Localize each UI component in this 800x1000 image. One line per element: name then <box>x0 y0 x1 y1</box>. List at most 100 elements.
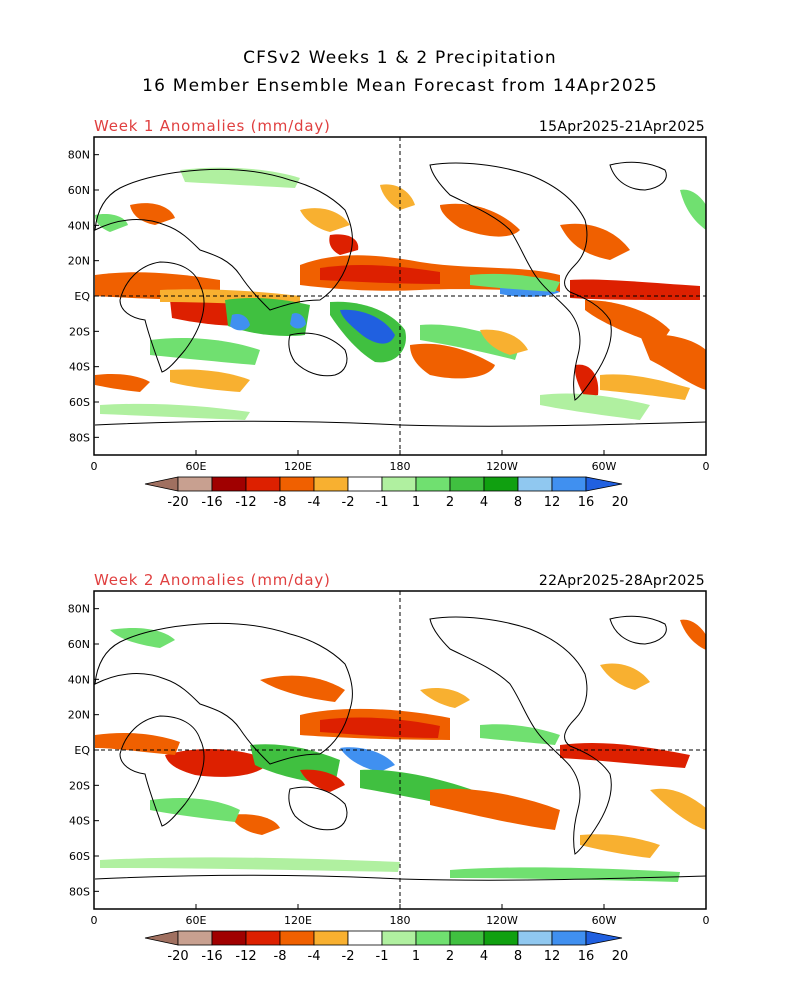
colorbar-label: 20 <box>612 495 629 510</box>
lon-tick-label: 60W <box>592 460 617 473</box>
lat-tick-label: 80N <box>68 603 90 616</box>
map-panel-2: 80N 60N 40N 20N EQ 20S 40S 60S 80S 0 60E 120E 180 12… <box>68 590 710 927</box>
colorbar-arrow-right <box>585 476 623 492</box>
colorbar-label: 2 <box>446 495 454 510</box>
colorbar-label: 8 <box>514 495 522 510</box>
colorbar-swatch <box>313 930 349 946</box>
colorbar-swatch <box>381 930 417 946</box>
colorbar-label: 20 <box>612 949 629 964</box>
colorbar-label: -12 <box>235 949 256 964</box>
colorbar-label: -8 <box>274 495 287 510</box>
colorbar-swatch <box>551 930 587 946</box>
colorbar-1: -20 -16 -12 -8 -4 -2 -1 1 2 4 8 12 16 20 <box>144 476 629 510</box>
lat-tick-label: 20S <box>69 325 90 338</box>
lat-tick-label: EQ <box>74 744 90 757</box>
colorbar-label: 4 <box>480 495 488 510</box>
lon-tick-label: 120W <box>486 914 518 927</box>
panel-2-label: Week 2 Anomalies (mm/day) <box>94 571 331 589</box>
colorbar-label: -1 <box>376 949 389 964</box>
colorbar-swatch <box>177 930 213 946</box>
colorbar-swatch <box>449 476 485 492</box>
title-line-1: CFSv2 Weeks 1 & 2 Precipitation <box>243 48 557 68</box>
lat-tick-label: 80S <box>69 885 90 898</box>
colorbar-swatch <box>415 930 451 946</box>
lon-tick-label: 60E <box>186 460 207 473</box>
colorbar-swatch <box>415 476 451 492</box>
colorbar-swatch <box>483 476 519 492</box>
lat-tick-label: EQ <box>74 290 90 303</box>
lon-tick-label: 120W <box>486 460 518 473</box>
colorbar-swatch <box>211 930 247 946</box>
lat-axis-2: 80N 60N 40N 20N EQ 20S 40S 60S 80S <box>68 603 99 898</box>
colorbar-label: -20 <box>167 949 188 964</box>
colorbar-swatch <box>279 930 315 946</box>
colorbar-label: -8 <box>274 949 287 964</box>
lat-tick-label: 40N <box>68 673 90 686</box>
anomaly-field-2 <box>95 619 706 882</box>
anomaly-field-1 <box>95 167 706 420</box>
lon-tick-label: 0 <box>91 914 98 927</box>
colorbar-swatch <box>211 476 247 492</box>
colorbar-swatch <box>177 476 213 492</box>
colorbar-label: -16 <box>201 495 222 510</box>
colorbar-swatch <box>449 930 485 946</box>
lon-tick-label: 60E <box>186 914 207 927</box>
colorbar-arrow-left <box>144 476 179 492</box>
panel-2-dates: 22Apr2025-28Apr2025 <box>538 573 705 589</box>
lon-axis-1: 0 60E 120E 180 120W 60W 0 <box>91 450 710 473</box>
lat-tick-label: 80N <box>68 149 90 162</box>
lat-axis-1: 80N 60N 40N 20N EQ 20S 40S 60S 80S <box>68 149 99 444</box>
lon-tick-label: 60W <box>592 914 617 927</box>
colorbar-label: 12 <box>544 495 561 510</box>
lon-tick-label: 0 <box>91 460 98 473</box>
colorbar-arrow-left <box>144 930 179 946</box>
lat-tick-label: 80S <box>69 431 90 444</box>
lat-tick-label: 60N <box>68 638 90 651</box>
colorbar-swatch <box>517 930 553 946</box>
lat-tick-label: 60S <box>69 396 90 409</box>
panel-1-dates: 15Apr2025-21Apr2025 <box>538 119 705 135</box>
colorbar-label: 16 <box>578 949 595 964</box>
colorbar-swatch <box>245 476 281 492</box>
map-panel-1: 80N 60N 40N 20N EQ 20S 40S 60S 80S 0 60E 120E 180 12… <box>68 136 710 473</box>
lon-tick-label: 180 <box>390 460 411 473</box>
lon-tick-label: 180 <box>390 914 411 927</box>
colorbar-swatch <box>551 476 587 492</box>
colorbar-2: -20 -16 -12 -8 -4 -2 -1 1 2 4 8 12 16 20 <box>144 930 629 964</box>
colorbar-label: 16 <box>578 495 595 510</box>
lon-tick-label: 0 <box>703 460 710 473</box>
colorbar-swatch <box>279 476 315 492</box>
colorbar-label: -2 <box>342 949 355 964</box>
lat-tick-label: 60N <box>68 184 90 197</box>
lat-tick-label: 20N <box>68 709 90 722</box>
title-line-2: 16 Member Ensemble Mean Forecast from 14… <box>142 76 658 96</box>
colorbar-label: -20 <box>167 495 188 510</box>
panel-1-label: Week 1 Anomalies (mm/day) <box>94 117 331 135</box>
colorbar-label: -12 <box>235 495 256 510</box>
colorbar-swatch <box>245 930 281 946</box>
lat-tick-label: 20N <box>68 255 90 268</box>
colorbar-label: 8 <box>514 949 522 964</box>
colorbar-label: 12 <box>544 949 561 964</box>
lat-tick-label: 40S <box>69 815 90 828</box>
colorbar-label: 4 <box>480 949 488 964</box>
colorbar-label: -4 <box>308 495 321 510</box>
lon-axis-2: 0 60E 120E 180 120W 60W 0 <box>91 904 710 927</box>
colorbar-arrow-right <box>585 930 623 946</box>
colorbar-swatch <box>347 476 383 492</box>
lat-tick-label: 20S <box>69 779 90 792</box>
lat-tick-label: 40S <box>69 361 90 374</box>
lat-tick-label: 40N <box>68 219 90 232</box>
lon-tick-label: 120E <box>284 914 312 927</box>
colorbar-label: 1 <box>412 949 420 964</box>
colorbar-label: -1 <box>376 495 389 510</box>
colorbar-label: -2 <box>342 495 355 510</box>
lat-tick-label: 60S <box>69 850 90 863</box>
colorbar-swatch <box>381 476 417 492</box>
colorbar-swatch <box>313 476 349 492</box>
colorbar-label: 2 <box>446 949 454 964</box>
colorbar-swatch <box>483 930 519 946</box>
lon-tick-label: 0 <box>703 914 710 927</box>
colorbar-label: 1 <box>412 495 420 510</box>
